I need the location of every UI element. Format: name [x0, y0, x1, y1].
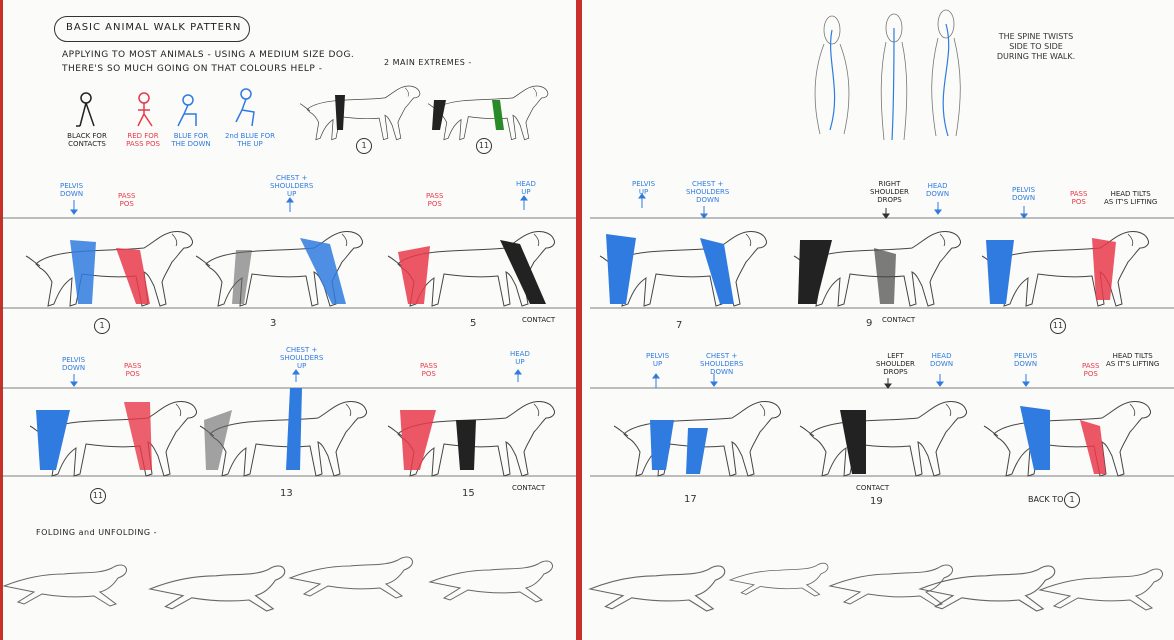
label-right-shoulder: RIGHT SHOULDER DROPS — [870, 180, 909, 204]
label-pass-pos: PASS POS — [124, 362, 142, 378]
label-chest-up: CHEST + SHOULDERS UP — [280, 346, 324, 370]
frame-number: 11 — [90, 488, 106, 504]
label-pelvis-down: PELVIS DOWN — [62, 356, 86, 372]
label-head-tilts: HEAD TILTS AS IT'S LIFTING — [1106, 352, 1160, 368]
spine-note: THE SPINE TWISTS SIDE TO SIDE DURING THE… — [996, 32, 1076, 61]
extremes-label: 2 MAIN EXTREMES - — [384, 58, 472, 67]
label-chest-down: CHEST + SHOULDERS DOWN — [686, 180, 730, 204]
frame-number: 13 — [280, 488, 293, 499]
frame-number: 11 — [1050, 318, 1066, 334]
back-to-label: BACK TO — [1028, 495, 1064, 504]
contact-label: CONTACT — [522, 316, 556, 324]
label-head-down: HEAD DOWN — [930, 352, 954, 368]
intro-line-1: APPLYING TO MOST ANIMALS - USING A MEDIU… — [62, 50, 355, 60]
label-pelvis-up: PELVIS UP — [646, 352, 670, 368]
book-spine — [576, 0, 582, 640]
label-pelvis-down: PELVIS DOWN — [1014, 352, 1038, 368]
frame-number: 15 — [462, 488, 475, 499]
contact-label: CONTACT — [856, 484, 890, 492]
page-title: BASIC ANIMAL WALK PATTERN — [66, 22, 242, 33]
back-to-number: 1 — [1064, 492, 1080, 508]
label-pass-pos: PASS POS — [426, 192, 444, 208]
row1-dogs — [25, 230, 1150, 307]
label-head-tilts: HEAD TILTS AS IT'S LIFTING — [1104, 190, 1158, 206]
label-pelvis-down: PELVIS DOWN — [60, 182, 84, 198]
frame-number: 1 — [94, 318, 110, 334]
legend-blue-2: 2nd BLUE FOR THE UP — [224, 132, 276, 148]
label-pass-pos: PASS POS — [118, 192, 136, 208]
label-head-down: HEAD DOWN — [926, 182, 950, 198]
extremes-number-2: 11 — [476, 138, 492, 154]
label-pass-pos: PASS POS — [1070, 190, 1088, 206]
label-pelvis-down: PELVIS DOWN — [1012, 186, 1036, 202]
contact-label: CONTACT — [512, 484, 546, 492]
row2-dogs — [29, 388, 1152, 477]
label-pass-pos: PASS POS — [1082, 362, 1100, 378]
label-head-up: HEAD UP — [516, 180, 536, 196]
frame-number: 9 — [866, 318, 873, 329]
extremes-number-1: 1 — [356, 138, 372, 154]
frame-number: 3 — [270, 318, 277, 329]
frame-number: 17 — [684, 494, 697, 505]
label-pelvis-up: PELVIS UP — [632, 180, 656, 196]
legend-red: RED FOR PASS POS — [126, 132, 160, 148]
contact-label: CONTACT — [882, 316, 916, 324]
frame-number: 7 — [676, 320, 683, 331]
folding-label: FOLDING and UNFOLDING - — [36, 528, 158, 537]
title-box — [54, 16, 250, 42]
frame-number: 19 — [870, 496, 883, 507]
label-head-up: HEAD UP — [510, 350, 530, 366]
label-left-shoulder: LEFT SHOULDER DROPS — [876, 352, 915, 376]
label-chest-up: CHEST + SHOULDERS UP — [270, 174, 314, 198]
label-pass-pos: PASS POS — [420, 362, 438, 378]
label-chest-down: CHEST + SHOULDERS DOWN — [700, 352, 744, 376]
intro-line-2: THERE'S SO MUCH GOING ON THAT COLOURS HE… — [62, 64, 323, 74]
frame-number: 5 — [470, 318, 477, 329]
legend-black: BLACK FOR CONTACTS — [67, 132, 107, 148]
legend-blue: BLUE FOR THE DOWN — [171, 132, 211, 148]
